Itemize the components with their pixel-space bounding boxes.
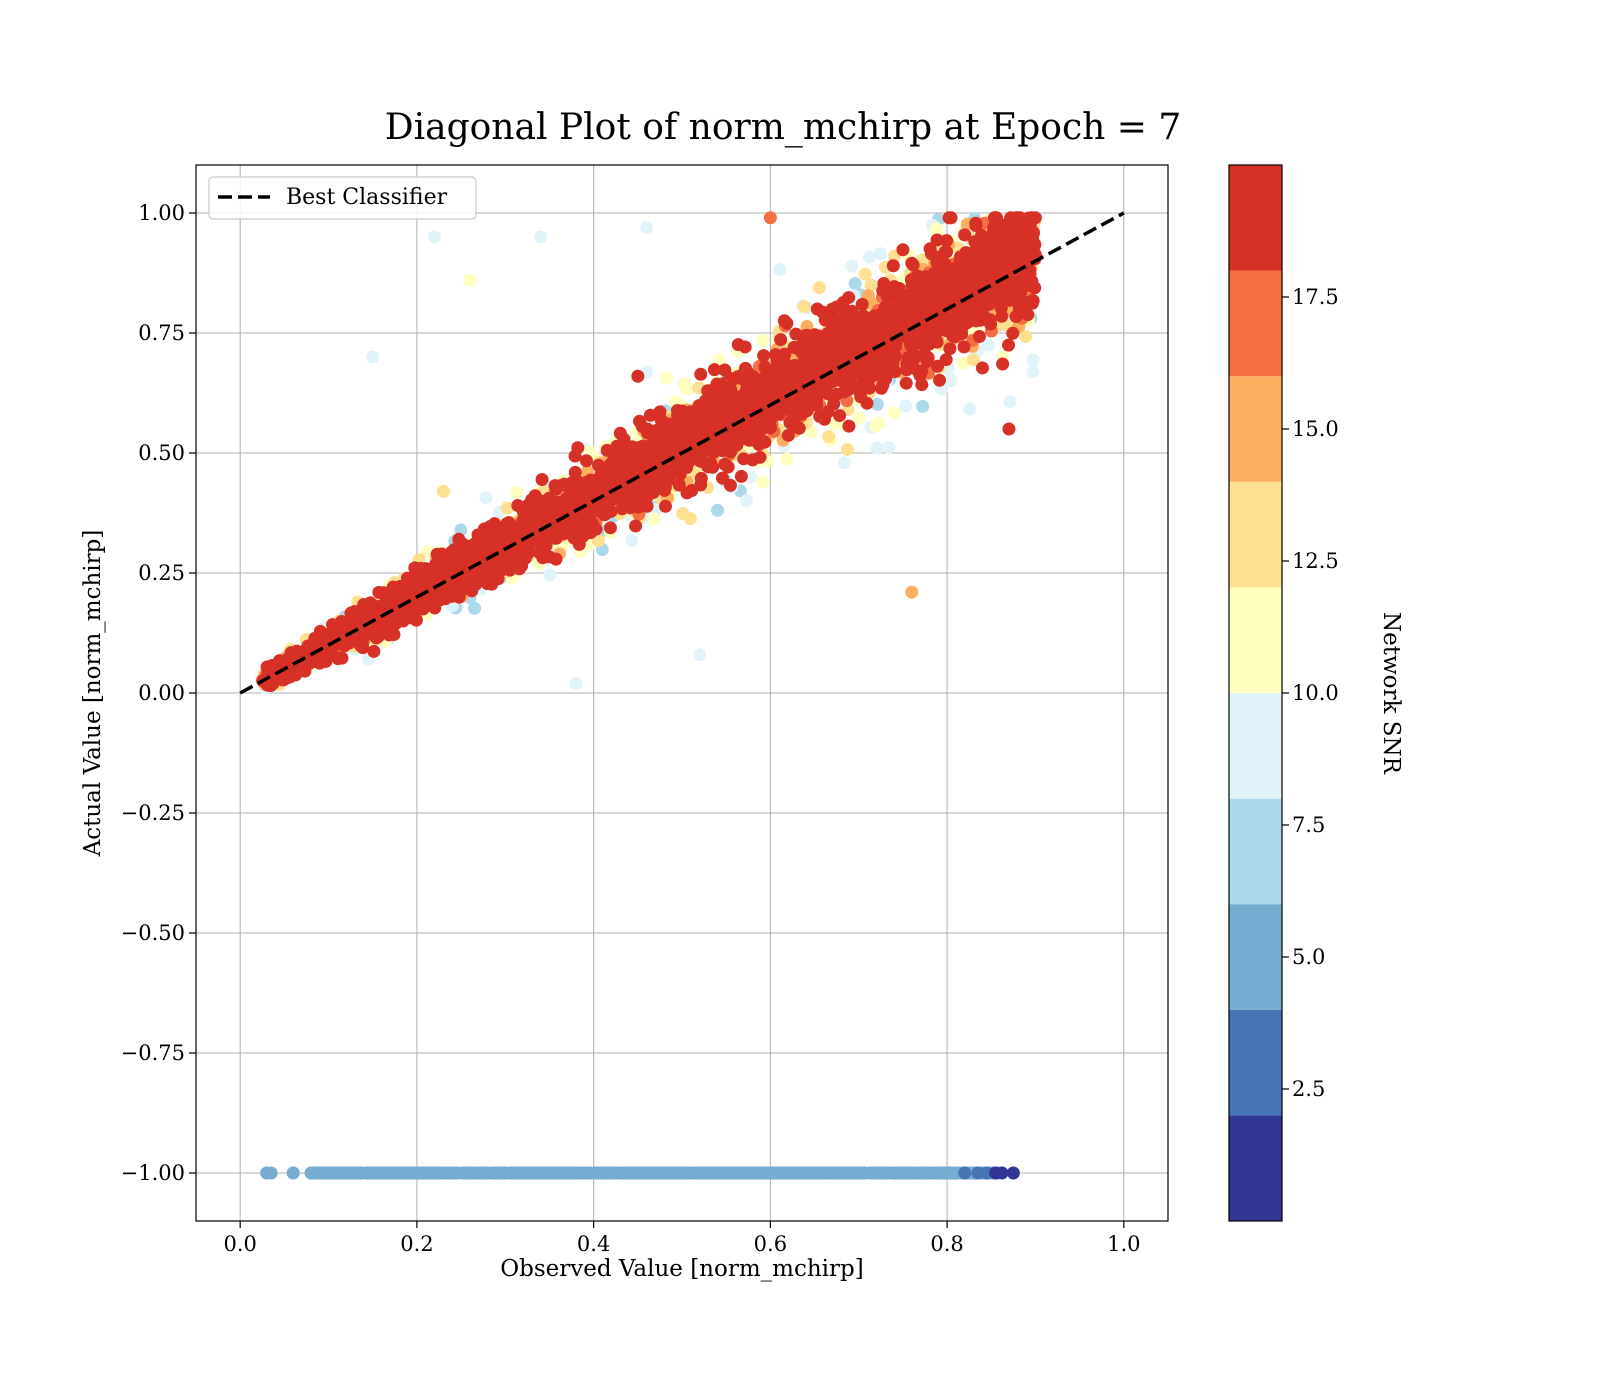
chart-title: Diagonal Plot of norm_mchirp at Epoch = … (385, 107, 1182, 148)
scatter-point (510, 485, 524, 499)
scatter-point (969, 219, 983, 233)
scatter-point (701, 460, 715, 474)
scatter-point (694, 450, 708, 464)
scatter-point (822, 430, 836, 444)
scatter-point (1003, 394, 1017, 408)
scatter-point (963, 402, 977, 416)
scatter-point (916, 399, 930, 413)
scatter-point (731, 338, 745, 352)
scatter-point (658, 480, 672, 494)
scatter-point (860, 396, 874, 410)
scatter-point (872, 416, 886, 430)
scatter-point (680, 382, 694, 396)
scatter-point (840, 442, 854, 456)
scatter-point (632, 414, 646, 428)
scatter-point (887, 406, 901, 420)
scatter-point (780, 316, 794, 330)
scatter-point (780, 452, 794, 466)
scatter-point (906, 258, 920, 272)
scatter-point (452, 532, 466, 546)
scatter-point (543, 568, 557, 582)
scatter-point (468, 601, 482, 615)
scatter-point (789, 327, 803, 341)
scatter-point (535, 472, 549, 486)
scatter-point (886, 287, 900, 301)
scatter-point (940, 234, 954, 248)
scatter-point (1026, 353, 1040, 367)
scatter-point (712, 353, 726, 367)
scatter-point (734, 469, 748, 483)
scatter-point (852, 411, 866, 425)
scatter-point (833, 409, 847, 423)
scatter-point (904, 338, 918, 352)
scatter-point (647, 512, 661, 526)
scatter-point (679, 461, 693, 475)
scatter-point (744, 470, 758, 484)
scatter-point (870, 397, 884, 411)
scatter-point (781, 428, 795, 442)
scatter-point (957, 340, 971, 354)
scatter-point (953, 250, 967, 264)
scatter-point (579, 454, 593, 468)
scatter-point (273, 654, 287, 668)
scatter-point (996, 357, 1010, 371)
scatter-point (797, 300, 811, 314)
scatter-point (598, 508, 612, 522)
scatter-point (858, 267, 872, 281)
scatter-point (870, 441, 884, 455)
scatter-point (864, 278, 878, 292)
scatter-point (740, 494, 754, 508)
scatter-point (723, 478, 737, 492)
scatter-point (625, 534, 639, 548)
scatter-point (899, 399, 913, 413)
scatter-point (958, 228, 972, 242)
scatter-point (972, 329, 986, 343)
scatter-point (572, 537, 586, 551)
scatter-point (862, 250, 876, 264)
scatter-point (966, 353, 980, 367)
scatter-point (943, 342, 957, 356)
scatter-point (882, 441, 896, 455)
scatter-point (542, 550, 556, 564)
scatter-point (629, 519, 643, 533)
scatter-point (886, 259, 900, 273)
scatter-point (845, 259, 859, 273)
scatter-point (957, 356, 971, 370)
scatter-point (660, 371, 674, 385)
scatter-point (692, 399, 706, 413)
scatter-point (930, 233, 944, 247)
scatter-point (694, 471, 708, 485)
scatter-point (838, 456, 852, 470)
plot-area (195, 164, 1169, 1222)
scatter-point (711, 503, 725, 517)
scatter-point (500, 501, 514, 515)
scatter-point (848, 277, 862, 291)
scatter-point (1026, 364, 1040, 378)
scatter-point (756, 475, 770, 489)
scatter-point (387, 627, 401, 641)
scatter-point (479, 491, 493, 505)
scatter-point (873, 247, 887, 261)
scatter-point (773, 262, 787, 276)
scatter-point (981, 338, 995, 352)
scatter-point (571, 441, 585, 455)
scatter-point (1019, 329, 1033, 343)
scatter-point (1006, 326, 1020, 340)
scatter-point (812, 281, 826, 295)
scatter-point (676, 507, 690, 521)
scatter-point (975, 361, 989, 375)
scatter-point (810, 302, 824, 316)
scatter-point (367, 644, 381, 658)
scatter-point (1002, 338, 1016, 352)
scatter-point (994, 301, 1008, 315)
scatter-point (409, 613, 423, 627)
scatter-point (944, 373, 958, 387)
scatter-point (756, 333, 770, 347)
scatter-point (933, 373, 947, 387)
